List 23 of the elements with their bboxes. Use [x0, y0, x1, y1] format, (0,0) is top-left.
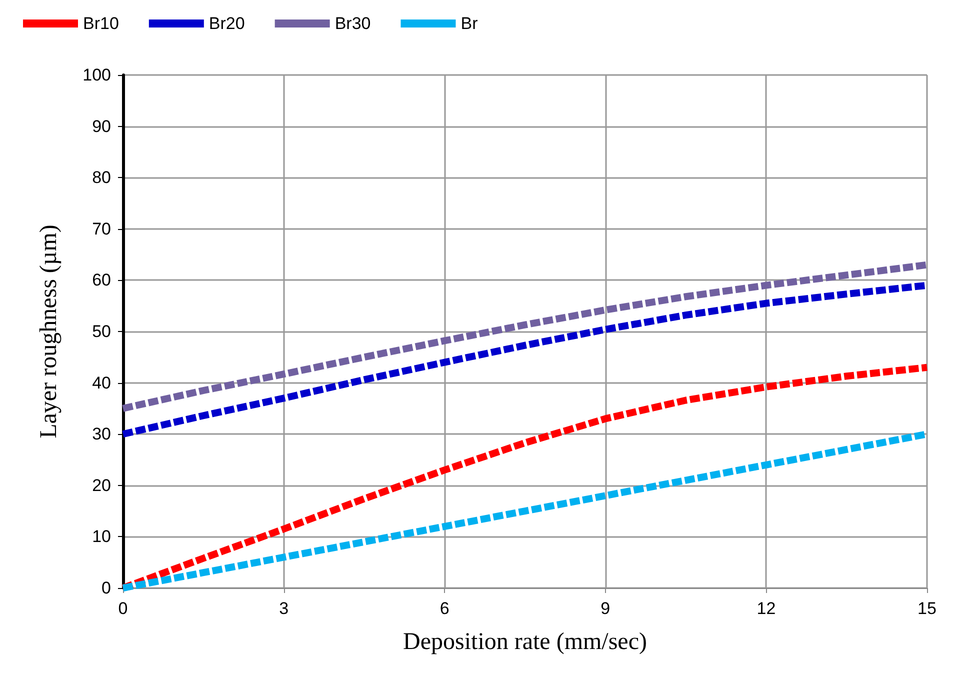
y-tick-label: 90	[92, 116, 111, 136]
x-tick-label: 15	[918, 599, 936, 618]
y-tick-label: 20	[92, 476, 111, 495]
x-tick-label: 3	[279, 599, 289, 618]
y-tick-label: 60	[92, 270, 111, 290]
y-axis-title: Layer roughness (µm)	[36, 224, 62, 438]
x-tick-label: 9	[600, 599, 610, 618]
y-tick-label: 80	[92, 168, 111, 188]
legend-label: Br20	[208, 14, 245, 33]
legend-label: Br30	[334, 14, 371, 33]
y-tick-label: 30	[92, 424, 111, 444]
y-tick-label: 100	[82, 66, 111, 84]
x-tick-label: 0	[118, 599, 128, 618]
x-tick-label: 6	[440, 599, 450, 618]
y-tick-label: 0	[102, 578, 111, 598]
y-tick-label: 40	[92, 373, 111, 392]
x-tick-label: 12	[756, 599, 776, 618]
y-tick-label: 70	[92, 219, 111, 238]
legend-label: Br10	[83, 14, 119, 33]
x-axis-title: Deposition rate (mm/sec)	[403, 629, 647, 655]
y-tick-label: 10	[92, 527, 111, 546]
legend-label: Br	[460, 14, 478, 33]
y-tick-label: 50	[92, 322, 111, 341]
